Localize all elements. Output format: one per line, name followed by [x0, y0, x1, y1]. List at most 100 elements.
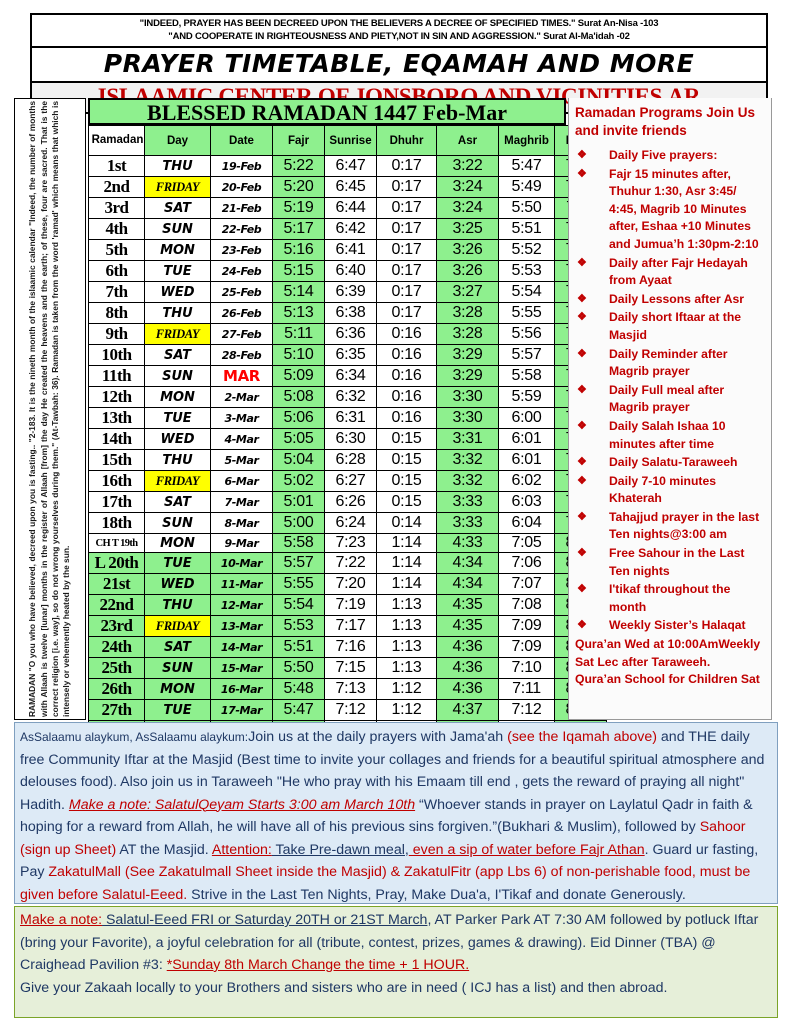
ramadan-definition-sidenote: RAMADAN "O you who have believed, decree…	[14, 98, 86, 720]
cell-sunrise: 6:35	[324, 344, 377, 366]
cell-ramadan-day: 3rd	[88, 197, 145, 219]
cell-date: 13-Mar	[210, 615, 273, 638]
cell-asr: 4:36	[436, 678, 499, 701]
cell-weekday: FRIDAY	[144, 323, 211, 345]
cell-maghrib: 7:06	[498, 552, 555, 575]
cell-asr: 3:33	[436, 512, 499, 534]
green-seg-zakaah: Give your Zakaah locally to your Brother…	[20, 979, 668, 996]
cell-ramadan-day: 26th	[88, 678, 145, 701]
cell-dhuhr: 0:17	[376, 239, 437, 261]
cell-asr: 4:36	[436, 636, 499, 659]
cell-maghrib: 7:05	[498, 532, 555, 554]
cell-asr: 3:24	[436, 197, 499, 219]
cell-date: 8-Mar	[210, 512, 273, 534]
cell-dhuhr: 0:15	[376, 428, 437, 450]
program-list-item: ❖ Daily 7-10 minutes Khaterah	[575, 473, 767, 508]
cell-asr: 3:27	[436, 281, 499, 303]
cell-dhuhr: 0:17	[376, 302, 437, 324]
cell-sunrise: 6:30	[324, 428, 377, 450]
program-item-label: Daily Lessons after Asr	[609, 291, 745, 306]
notice-seg-zakat: ZakatulMall (See Zakatulmall Sheet insid…	[20, 864, 751, 903]
cell-sunrise: 6:44	[324, 197, 377, 219]
cell-fajr: 5:54	[272, 594, 325, 617]
sidebar-tail-2: Qura’an School for Children Sat	[575, 672, 760, 687]
cell-weekday: MON	[144, 532, 211, 554]
cell-dhuhr: 0:17	[376, 176, 437, 198]
notice-seg-attention: Attention:	[211, 841, 272, 858]
cell-sunrise: 7:16	[324, 636, 377, 659]
green-seg-make-note: Make a note:	[20, 912, 103, 928]
cell-ramadan-day: 21st	[88, 573, 145, 596]
cell-fajr: 5:05	[272, 428, 325, 450]
cell-asr: 3:30	[436, 386, 499, 408]
notice-seg-5: “Whoever stands in prayer on Laylatul Qa…	[20, 796, 753, 836]
cell-date: 3-Mar	[210, 407, 273, 429]
program-item-label: Daily Full meal after Magrib prayer	[609, 382, 725, 415]
cell-dhuhr: 0:16	[376, 344, 437, 366]
cell-ramadan-day: 5th	[88, 239, 145, 261]
cell-ramadan-day: 16th	[88, 470, 145, 492]
cell-fajr: 5:15	[272, 260, 325, 282]
diamond-bullet-icon: ❖	[577, 510, 587, 523]
notice-seg-13: Strive in the Last Ten Nights, Pray, Mak…	[187, 886, 686, 903]
cell-asr: 4:33	[436, 532, 499, 554]
cell-sunrise: 7:17	[324, 615, 377, 638]
cell-maghrib: 5:57	[498, 344, 555, 366]
cell-date: 9-Mar	[210, 532, 273, 554]
cell-dhuhr: 1:14	[376, 552, 437, 575]
cell-maghrib: 7:11	[498, 678, 555, 701]
cell-maghrib: 7:07	[498, 573, 555, 596]
cell-asr: 3:31	[436, 428, 499, 450]
notice-seg-1: Join us at the daily prayers with Jama'a…	[248, 729, 508, 745]
cell-ramadan-day: 10th	[88, 344, 145, 366]
cell-sunrise: 7:22	[324, 552, 377, 575]
cell-weekday: MON	[144, 239, 211, 261]
program-item-label: I'tikaf throughout the month	[609, 582, 731, 614]
cell-weekday: FRIDAY	[144, 615, 211, 638]
program-item-label: Daily Salah Ishaa 10 minutes after time	[609, 418, 726, 451]
cell-asr: 3:32	[436, 449, 499, 471]
cell-sunrise: 7:15	[324, 657, 377, 680]
cell-weekday: TUE	[144, 699, 211, 722]
cell-ramadan-day: 14th	[88, 428, 145, 450]
cell-weekday: FRIDAY	[144, 470, 211, 492]
cell-asr: 4:36	[436, 657, 499, 680]
cell-weekday: MON	[144, 678, 211, 701]
cell-maghrib: 7:12	[498, 699, 555, 722]
cell-asr: 4:35	[436, 594, 499, 617]
cell-dhuhr: 0:15	[376, 491, 437, 513]
timetable-container: BLESSED RAMADAN 1447 Feb-Mar Ramadan Day…	[88, 98, 607, 785]
cell-maghrib: 7:08	[498, 594, 555, 617]
green-seg-3: , AT Parker Park AT 7:30 AM followed by …	[20, 912, 759, 973]
ayah-line-1: "INDEED, PRAYER HAS BEEN DECREED UPON TH…	[139, 18, 659, 29]
cell-fajr: 5:51	[272, 636, 325, 659]
cell-sunrise: 7:19	[324, 594, 377, 617]
cell-sunrise: 6:40	[324, 260, 377, 282]
cell-dhuhr: 0:17	[376, 281, 437, 303]
cell-ramadan-day: L 20th	[88, 552, 145, 575]
cell-sunrise: 6:32	[324, 386, 377, 408]
col-header-dhuhr: Dhuhr	[376, 125, 437, 156]
table-row: CH T 19thMON9-Mar5:587:231:144:337:058:2…	[88, 532, 607, 554]
col-header-ramadan: Ramadan	[88, 125, 145, 156]
ramadan-programs-sidebar: Ramadan Programs Join Us and invite frie…	[568, 98, 772, 720]
cell-date: MAR	[210, 365, 273, 387]
cell-maghrib: 5:54	[498, 281, 555, 303]
cell-weekday: SUN	[144, 657, 211, 680]
cell-maghrib: 5:58	[498, 365, 555, 387]
cell-fajr: 5:17	[272, 218, 325, 240]
col-header-day: Day	[144, 125, 211, 156]
diamond-bullet-icon: ❖	[577, 474, 587, 487]
cell-date: 28-Feb	[210, 344, 273, 366]
cell-sunrise: 6:34	[324, 365, 377, 387]
green-seg-eid-date: Salatul-Eeed FRI or Saturday 20TH or 21S…	[102, 912, 428, 928]
cell-dhuhr: 0:15	[376, 449, 437, 471]
cell-maghrib: 7:09	[498, 636, 555, 659]
program-item-label: Daily Five prayers:	[609, 148, 718, 162]
